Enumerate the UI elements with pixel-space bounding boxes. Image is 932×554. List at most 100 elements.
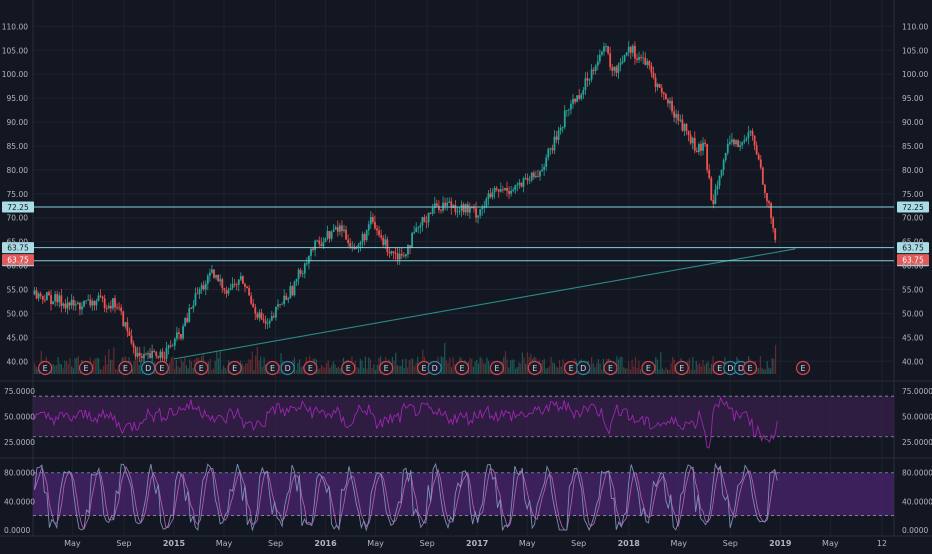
- trendline[interactable]: [173, 248, 796, 360]
- earnings-marker[interactable]: [379, 360, 394, 376]
- candle-body: [768, 201, 770, 204]
- volume-bar: [222, 365, 225, 374]
- earnings-marker[interactable]: [674, 360, 689, 376]
- volume-bar: [358, 368, 360, 374]
- volume-bar: [221, 369, 223, 374]
- candle-body: [464, 204, 467, 213]
- candle-body: [305, 263, 308, 265]
- event-marker-label: E: [459, 364, 464, 373]
- rsi-panel[interactable]: [33, 395, 894, 449]
- earnings-marker[interactable]: [38, 360, 53, 376]
- candle-body: [279, 304, 281, 306]
- candle-body: [712, 199, 715, 205]
- dividend-marker[interactable]: [141, 360, 156, 376]
- earnings-marker[interactable]: [303, 360, 318, 376]
- candle-body: [691, 137, 694, 144]
- candle-body: [733, 139, 735, 145]
- earnings-marker[interactable]: [641, 360, 656, 376]
- stochastic-k-line[interactable]: [34, 462, 778, 532]
- dividend-marker[interactable]: [427, 360, 442, 376]
- candle-body: [475, 208, 477, 218]
- volume-bar: [113, 347, 115, 374]
- candle-body: [175, 332, 178, 339]
- candle-body: [74, 304, 77, 306]
- candle-body: [526, 178, 529, 181]
- volume-bar: [374, 369, 377, 374]
- earnings-marker[interactable]: [454, 360, 470, 376]
- volume-bar: [440, 356, 442, 374]
- dividend-marker[interactable]: [280, 360, 295, 376]
- volume-bar: [761, 367, 763, 374]
- earnings-marker[interactable]: [795, 360, 811, 376]
- candle-body: [654, 77, 657, 88]
- candle-body: [730, 139, 733, 142]
- price-tick-label-right: 85.00: [902, 142, 924, 151]
- candle-body: [380, 235, 383, 238]
- candle-body: [303, 263, 306, 274]
- volume-bar: [408, 360, 410, 374]
- earnings-marker[interactable]: [603, 360, 618, 376]
- earnings-marker[interactable]: [489, 360, 504, 376]
- volume-bar: [472, 366, 475, 374]
- candle-body: [541, 169, 543, 172]
- price-tick-label-right: 70.00: [902, 214, 924, 223]
- stochastic-tick-label-left: 80.0000: [4, 469, 35, 478]
- candle-body: [584, 78, 587, 91]
- candle-body: [448, 201, 451, 203]
- earnings-marker[interactable]: [78, 360, 94, 376]
- volume-bar: [114, 369, 117, 374]
- candle-body: [378, 230, 380, 236]
- volume-bar: [54, 365, 56, 374]
- candle-body: [685, 123, 688, 132]
- volume-bar: [72, 368, 74, 374]
- price-tick-label-right: 65.00: [902, 238, 924, 247]
- candle-body: [543, 166, 546, 170]
- earnings-marker[interactable]: [118, 360, 133, 376]
- candle-body: [710, 177, 713, 200]
- volume-bar: [508, 367, 510, 374]
- volume-bar: [707, 361, 709, 374]
- earnings-marker[interactable]: [194, 360, 209, 376]
- volume-bar: [673, 359, 675, 374]
- earnings-marker[interactable]: [341, 360, 356, 376]
- candle-body: [590, 69, 593, 80]
- candle-body: [774, 228, 777, 240]
- volume-bar: [109, 359, 112, 374]
- earnings-marker[interactable]: [154, 360, 169, 376]
- earnings-marker[interactable]: [227, 360, 242, 376]
- stochastic-panel[interactable]: [33, 462, 894, 532]
- candle-body: [757, 154, 760, 160]
- candle-body: [450, 201, 453, 209]
- volume-bar: [476, 359, 478, 374]
- earnings-marker[interactable]: [265, 360, 280, 376]
- candle-body: [596, 61, 599, 66]
- volume-bar: [320, 364, 323, 374]
- earnings-marker[interactable]: [742, 360, 758, 376]
- dividend-marker[interactable]: [576, 360, 591, 376]
- candle-body: [112, 298, 114, 309]
- candle-body: [285, 295, 288, 300]
- candle-body: [50, 295, 52, 305]
- volume-bar: [98, 358, 100, 374]
- volume-bar: [552, 362, 554, 374]
- volume-bar: [249, 359, 252, 374]
- rsi-line[interactable]: [34, 396, 778, 449]
- price-panel[interactable]: 72.2572.2563.7563.7561.0061.0063.7563.75…: [2, 40, 929, 376]
- volume-bar: [298, 359, 301, 374]
- volume-bar: [617, 359, 620, 374]
- volume-bar: [628, 361, 630, 374]
- volume-bar: [710, 363, 713, 374]
- candle-body: [374, 222, 376, 229]
- candle-body: [524, 178, 527, 179]
- price-tick-label-left: 95.00: [7, 94, 29, 103]
- candle-body: [409, 245, 411, 249]
- candle-body: [747, 132, 750, 139]
- volume-bar: [661, 368, 664, 374]
- volume-bar: [329, 367, 331, 374]
- earnings-marker[interactable]: [527, 360, 542, 376]
- volume-bar: [452, 357, 454, 374]
- candle-body: [650, 65, 653, 73]
- candle-body: [522, 178, 525, 187]
- candle-body: [264, 320, 267, 324]
